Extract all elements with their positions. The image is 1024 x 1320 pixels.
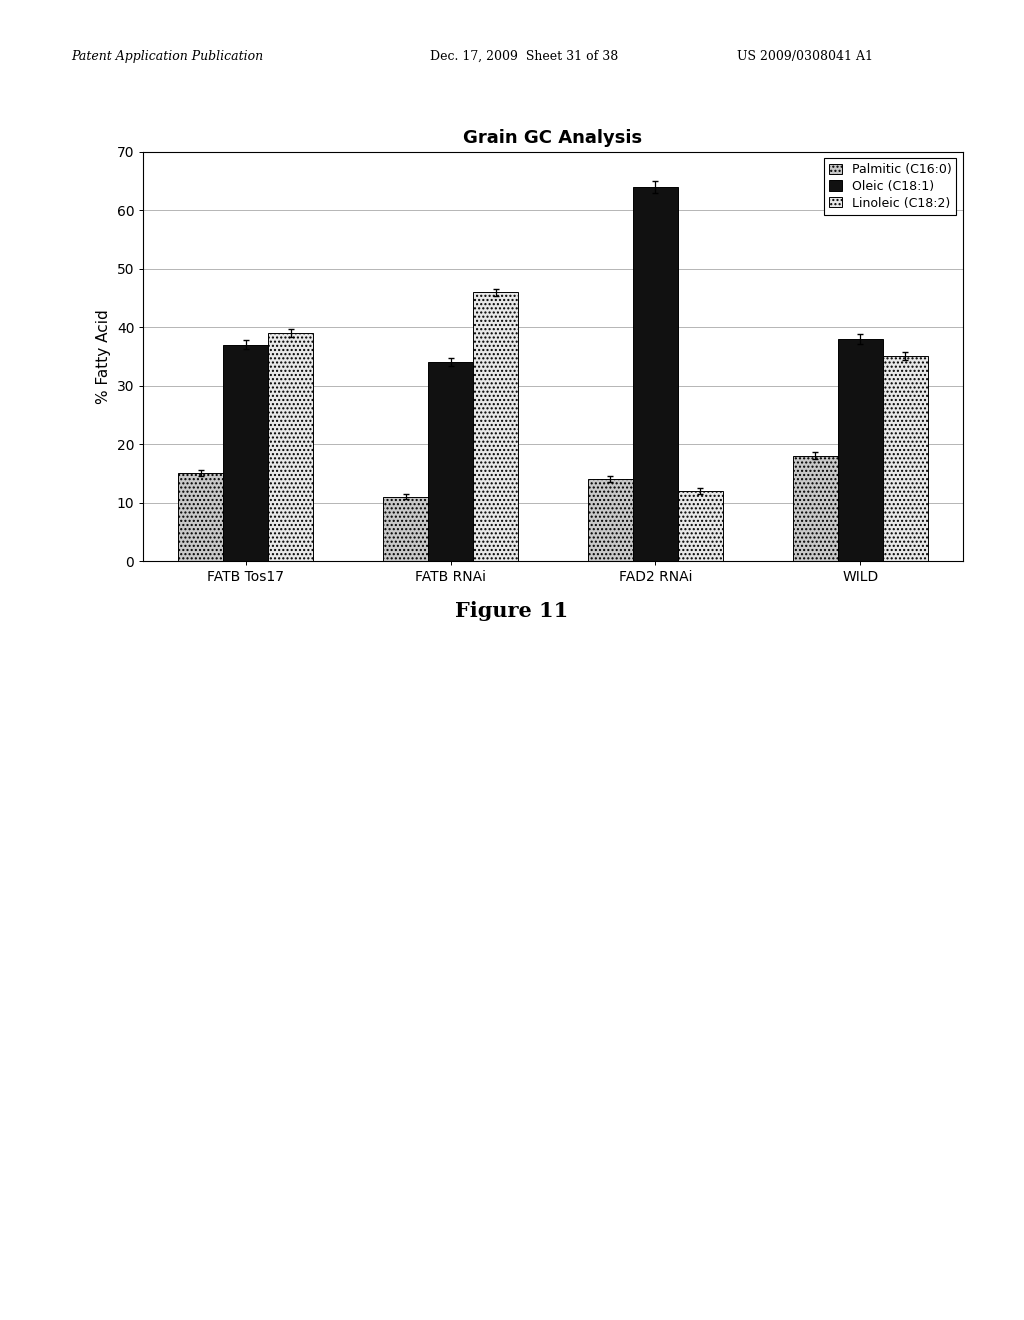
Legend: Palmitic (C16:0), Oleic (C18:1), Linoleic (C18:2): Palmitic (C16:0), Oleic (C18:1), Linolei… <box>824 158 956 215</box>
Bar <box>678 491 723 561</box>
Bar <box>268 333 313 561</box>
Bar <box>883 356 928 561</box>
Bar <box>383 496 428 561</box>
Bar <box>838 339 883 561</box>
Text: Figure 11: Figure 11 <box>456 601 568 620</box>
Bar <box>473 292 518 561</box>
Bar <box>428 362 473 561</box>
Title: Grain GC Analysis: Grain GC Analysis <box>464 129 642 148</box>
Text: Dec. 17, 2009  Sheet 31 of 38: Dec. 17, 2009 Sheet 31 of 38 <box>430 50 618 63</box>
Bar <box>223 345 268 561</box>
Text: Patent Application Publication: Patent Application Publication <box>72 50 264 63</box>
Bar <box>633 187 678 561</box>
Text: US 2009/0308041 A1: US 2009/0308041 A1 <box>737 50 873 63</box>
Bar <box>793 455 838 561</box>
Bar <box>178 474 223 561</box>
Bar <box>588 479 633 561</box>
Y-axis label: % Fatty Acid: % Fatty Acid <box>96 309 112 404</box>
